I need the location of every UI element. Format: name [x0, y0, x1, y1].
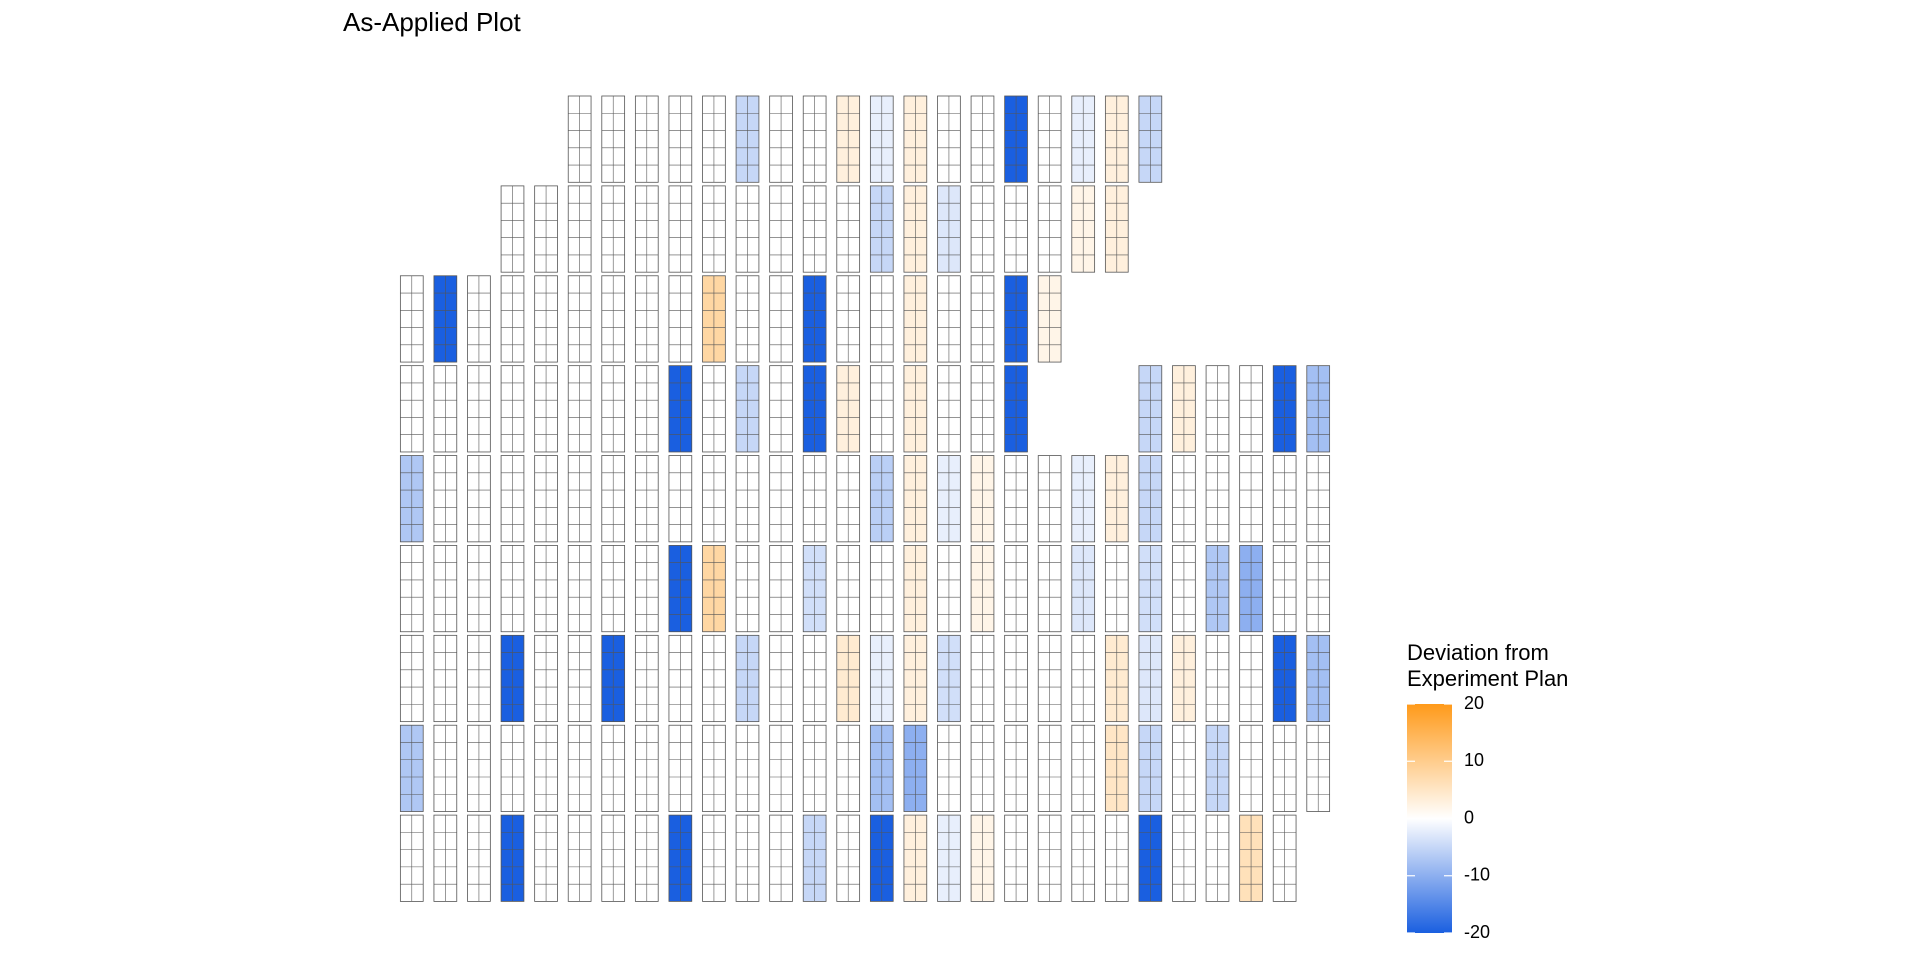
colorbar-tick-label: 10 — [1464, 750, 1484, 770]
colorbar-tick-label: 0 — [1464, 807, 1474, 827]
chart-title: As-Applied Plot — [343, 7, 522, 37]
colorbar-tick-label: -10 — [1464, 865, 1490, 885]
legend-title: Deviation from — [1407, 640, 1549, 665]
colorbar-tick-label: 20 — [1464, 693, 1484, 713]
legend-title: Experiment Plan — [1407, 666, 1568, 691]
colorbar-tick-label: -20 — [1464, 922, 1490, 942]
